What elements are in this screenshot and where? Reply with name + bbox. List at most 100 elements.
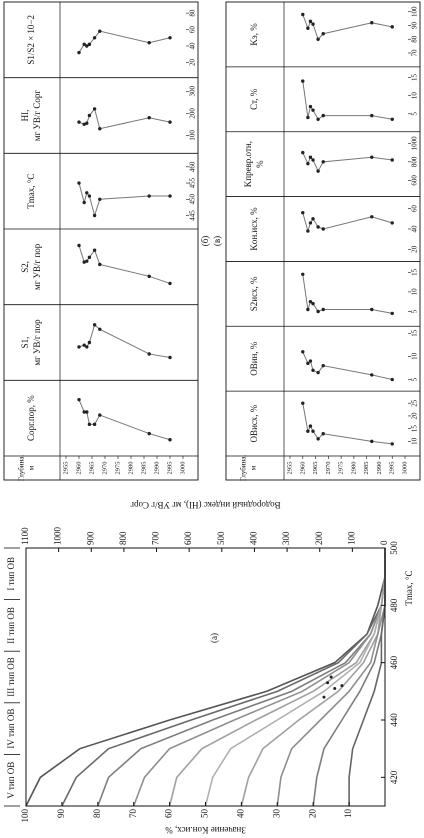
y2-tick-label: 600 [183, 531, 193, 545]
depth-tick-label: 2960 [299, 462, 306, 475]
type-label: II тип ОВ [6, 607, 16, 644]
profile-point [85, 259, 89, 263]
profile-line [78, 182, 170, 218]
profile-point [168, 194, 172, 198]
y-tick-label: 80 [92, 809, 102, 819]
x-tick-label: 460 [189, 161, 197, 172]
profile-line [78, 245, 171, 284]
profile-point [370, 439, 374, 444]
profile-point [98, 197, 102, 201]
depth-tick-label: 2955 [62, 462, 69, 475]
y2-tick-label: 0 [379, 540, 389, 545]
profile-point [92, 248, 97, 252]
profile-point [308, 359, 313, 363]
profile-point [77, 181, 81, 185]
profile-point [301, 272, 305, 276]
profile-point [87, 113, 92, 118]
curve [61, 548, 386, 807]
profile-point [77, 120, 81, 124]
x-tick-label: 420 [389, 770, 399, 784]
x-tick-label: 15 [411, 329, 419, 337]
x-tick-label: 80 [189, 9, 197, 17]
track-title: HI, [20, 110, 30, 122]
curve [240, 548, 386, 807]
profile-point [82, 260, 86, 264]
x-tick-label: 40 [189, 42, 197, 50]
profile-point [98, 127, 102, 131]
type-label: III тип ОВ [6, 657, 16, 697]
depth-tick-label: 2965 [312, 462, 319, 475]
x-tick-label: 460 [389, 655, 399, 669]
profile-point [321, 32, 325, 36]
curve [168, 548, 386, 807]
x-tick-label: 500 [389, 541, 399, 555]
profile-point [77, 50, 81, 55]
track-title: S2, [20, 261, 30, 273]
profile-point [77, 397, 81, 402]
profile-point [390, 158, 394, 162]
y-tick-label: 90 [56, 809, 66, 819]
panel-frame [3, 1, 199, 481]
track-title: Tmax, °C [26, 174, 36, 209]
x-tick-label: 480 [389, 598, 399, 612]
track-title: ОВисх, % [249, 404, 259, 442]
track-title: мг УВ/г пор [32, 319, 42, 366]
x-tick-label: 440 [389, 713, 399, 727]
profile-point [370, 113, 374, 118]
track-title: ОВин, % [249, 341, 259, 376]
depth-tick-label: 2970 [101, 462, 108, 475]
x-tick-label: 20 [411, 245, 419, 253]
profile-line [302, 14, 393, 41]
y-axis-title: Значение Kон.исх, % [165, 825, 246, 835]
profile-point [311, 158, 315, 162]
track-title: S1/S2 × 10−2 [26, 15, 36, 65]
x-tick-label: 20 [189, 58, 197, 66]
track-title: Kэ, % [249, 23, 259, 46]
profile-point [301, 79, 305, 83]
depth-tick-label: 3000 [179, 462, 186, 475]
track-title: Сорг.пор, % [26, 395, 36, 441]
profile-point [311, 301, 315, 306]
profile-point [147, 431, 151, 436]
profile-point [311, 368, 315, 372]
x-tick-label: 100 [189, 130, 197, 141]
profile-line [302, 403, 393, 445]
profile-point [301, 211, 305, 215]
profile-line [302, 152, 393, 173]
x-tick-label: 70 [411, 49, 419, 57]
profile-point [147, 352, 151, 356]
depth-tick-label: 2990 [153, 462, 160, 475]
profile-point [92, 422, 97, 427]
profile-point [316, 225, 320, 229]
profile-point [321, 113, 325, 118]
profile-point [92, 36, 97, 40]
x-tick-label: 600 [411, 175, 419, 186]
sample-point [329, 675, 333, 679]
y2-tick-label: 300 [281, 531, 291, 545]
x-tick-label: 60 [189, 26, 197, 34]
profile-point [321, 432, 325, 436]
profile-point [321, 307, 325, 312]
profile-point [308, 155, 313, 159]
y-tick-label: 20 [307, 809, 317, 819]
x-tick-label: 445 [189, 210, 197, 221]
profile-point [87, 42, 92, 47]
sample-point [322, 695, 326, 699]
x-tick-label: 10 [411, 437, 419, 445]
profile-point [390, 25, 394, 29]
track-title: мг УВ/г Сорг [32, 90, 42, 141]
profile-point [370, 155, 374, 159]
depth-tick-label: 2970 [325, 462, 332, 475]
profile-point [147, 274, 151, 279]
track-title: Kон.исх, % [249, 207, 259, 251]
x-axis-title: Tmax, °C [404, 570, 414, 605]
depth-tick-label: 2975 [114, 462, 121, 475]
profile-point [168, 438, 172, 442]
x-tick-label: 100 [411, 6, 419, 17]
x-tick-label: 10 [411, 352, 419, 360]
y2-tick-label: 100 [346, 531, 356, 545]
y2-tick-label: 400 [249, 531, 259, 545]
profile-point [82, 122, 86, 127]
profile-point [301, 150, 305, 155]
